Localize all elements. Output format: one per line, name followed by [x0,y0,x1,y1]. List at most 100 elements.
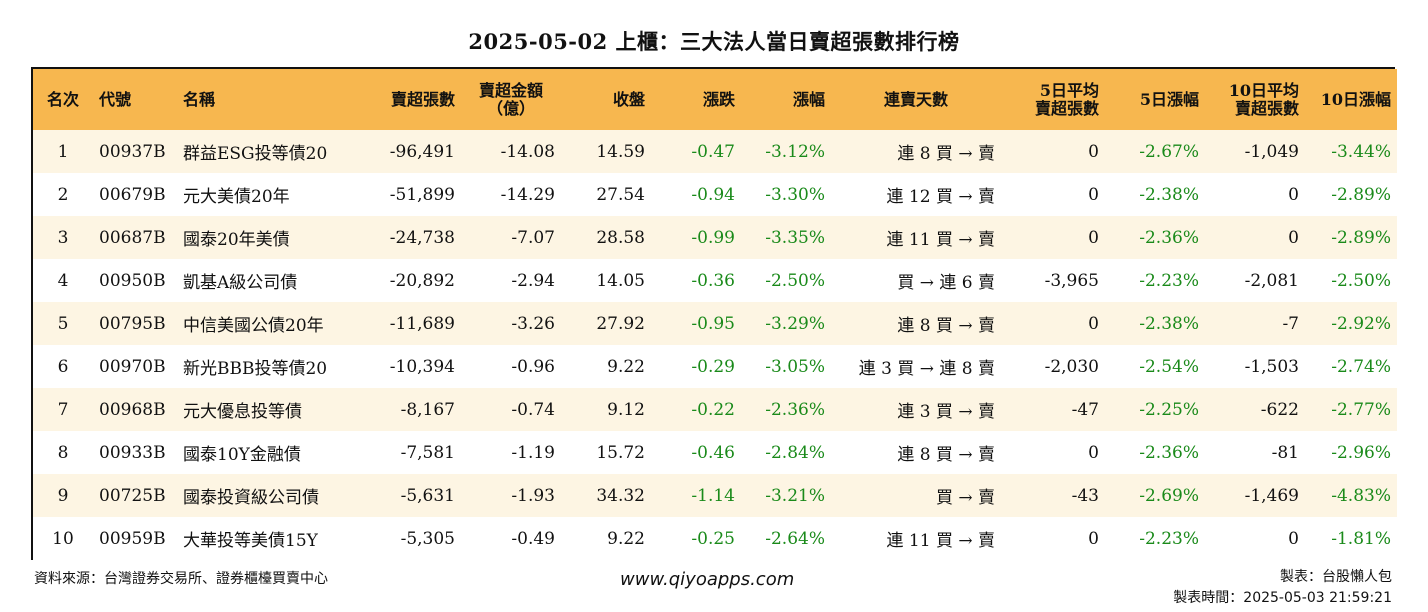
cell-sell-amount: -1.19 [511,442,555,463]
cell-streak: 連 3 買 → 賣 [897,402,995,422]
header-avg5-line2: 賣超張數 [1034,98,1099,118]
page-title: 2025-05-02 上櫃：三大法人當日賣超張數排行榜 [468,29,960,54]
cell-avg5: -43 [1071,485,1099,506]
cell-rank: 4 [57,270,69,291]
cell-code: 00970B [99,356,166,377]
cell-rank: 5 [57,313,69,334]
header-avg5: 5日平均 賣超張數 [1001,69,1105,130]
cell-avg10: 0 [1288,227,1299,248]
cell-change: -0.25 [691,528,735,549]
cell-sell-amount: -1.93 [511,485,555,506]
cell-pct10: -2.74% [1331,356,1391,377]
cell-sell-lots: -7,581 [400,442,455,463]
cell-change-pct: -3.21% [765,485,825,506]
table-row: 10 00959B 大華投等美債15Y -5,305 -0.49 9.22 -0… [33,517,1397,560]
cell-sell-amount: -0.96 [511,356,555,377]
cell-streak: 連 11 買 → 賣 [886,531,996,551]
cell-sell-lots: -11,689 [389,313,455,334]
cell-avg5: 0 [1088,227,1099,248]
cell-pct5: -2.36% [1139,227,1199,248]
cell-rank: 10 [52,528,74,549]
cell-rank: 3 [57,227,69,248]
header-pct5: 5日漲幅 [1139,89,1199,109]
cell-change-pct: -3.29% [765,313,825,334]
header-streak: 連賣天數 [883,89,948,109]
cell-avg10: -622 [1260,399,1299,420]
cell-streak: 買 → 連 6 賣 [897,273,995,293]
cell-name: 國泰20年美債 [183,230,290,250]
cell-pct10: -3.44% [1331,141,1391,162]
cell-avg5: 0 [1088,141,1099,162]
header-change: 漲跌 [702,89,735,109]
website-link[interactable]: www.qiyoapps.com [620,569,795,590]
cell-change-pct: -3.35% [765,227,825,248]
cell-pct5: -2.69% [1139,485,1199,506]
cell-streak: 連 12 買 → 賣 [886,187,996,207]
cell-change: -1.14 [691,485,735,506]
cell-avg10: -2,081 [1244,270,1299,291]
cell-close: 9.12 [607,399,645,420]
cell-name: 元大美債20年 [183,187,290,207]
cell-avg10: -1,469 [1244,485,1299,506]
cell-streak: 連 11 買 → 賣 [886,230,996,250]
cell-avg10: 0 [1288,528,1299,549]
cell-close: 9.22 [607,528,645,549]
cell-change-pct: -3.30% [765,184,825,205]
cell-avg5: 0 [1088,528,1099,549]
header-close: 收盤 [612,89,645,109]
cell-change-pct: -2.36% [765,399,825,420]
ranking-table: 名次 代號 名稱 賣超張數 賣超金額 （億） 收盤 漲跌 漲幅 連賣天數 5日平… [31,67,1397,560]
cell-code: 00933B [99,442,166,463]
table-row: 7 00968B 元大優息投等債 -8,167 -0.74 9.12 -0.22… [33,388,1397,431]
table-body: 1 00937B 群益ESG投等債20 -96,491 -14.08 14.59… [33,130,1397,560]
cell-streak: 連 8 買 → 賣 [897,144,995,164]
cell-name: 國泰10Y金融債 [183,445,301,465]
header-code: 代號 [99,89,132,109]
cell-rank: 9 [57,485,69,506]
cell-name: 大華投等美債15Y [183,531,318,551]
header-name: 名稱 [183,89,216,109]
cell-pct10: -2.92% [1331,313,1391,334]
cell-streak: 連 3 買 → 連 8 賣 [858,359,995,379]
cell-pct10: -2.77% [1331,399,1391,420]
cell-change: -0.22 [691,399,735,420]
cell-pct5: -2.38% [1139,313,1199,334]
cell-change: -0.36 [691,270,735,291]
table-row: 9 00725B 國泰投資級公司債 -5,631 -1.93 34.32 -1.… [33,474,1397,517]
cell-pct10: -1.81% [1331,528,1391,549]
cell-code: 00795B [99,313,166,334]
cell-close: 14.59 [596,141,645,162]
cell-name: 凱基A級公司債 [183,273,298,293]
cell-avg5: 0 [1088,184,1099,205]
cell-sell-lots: -96,491 [389,141,455,162]
cell-name: 國泰投資級公司債 [183,488,319,508]
table-header-row: 名次 代號 名稱 賣超張數 賣超金額 （億） 收盤 漲跌 漲幅 連賣天數 5日平… [33,69,1397,130]
cell-rank: 6 [57,356,69,377]
cell-sell-amount: -3.26 [511,313,555,334]
cell-rank: 2 [57,184,69,205]
footer-credits: 製表：台股懶人包 製表時間：2025-05-03 21:59:21 [1173,567,1392,609]
cell-pct10: -2.96% [1331,442,1391,463]
cell-change: -0.47 [691,141,735,162]
author-credit: 製表：台股懶人包 [1280,569,1392,585]
cell-close: 28.58 [596,227,645,248]
cell-pct5: -2.54% [1139,356,1199,377]
cell-code: 00725B [99,485,166,506]
header-change-pct: 漲幅 [792,89,825,109]
cell-avg10: 0 [1288,184,1299,205]
cell-avg10: -7 [1282,313,1299,334]
data-source: 資料來源：台灣證券交易所、證券櫃檯買賣中心 [34,571,328,587]
cell-avg5: -3,965 [1044,270,1099,291]
cell-change-pct: -2.84% [765,442,825,463]
table-row: 1 00937B 群益ESG投等債20 -96,491 -14.08 14.59… [33,130,1397,173]
cell-code: 00687B [99,227,166,248]
cell-change: -0.29 [691,356,735,377]
cell-streak: 買 → 賣 [935,488,995,508]
header-pct10: 10日漲幅 [1320,89,1391,109]
cell-sell-amount: -0.49 [511,528,555,549]
cell-close: 14.05 [596,270,645,291]
cell-change: -0.99 [691,227,735,248]
cell-change: -0.95 [691,313,735,334]
cell-code: 00679B [99,184,166,205]
table-row: 8 00933B 國泰10Y金融債 -7,581 -1.19 15.72 -0.… [33,431,1397,474]
